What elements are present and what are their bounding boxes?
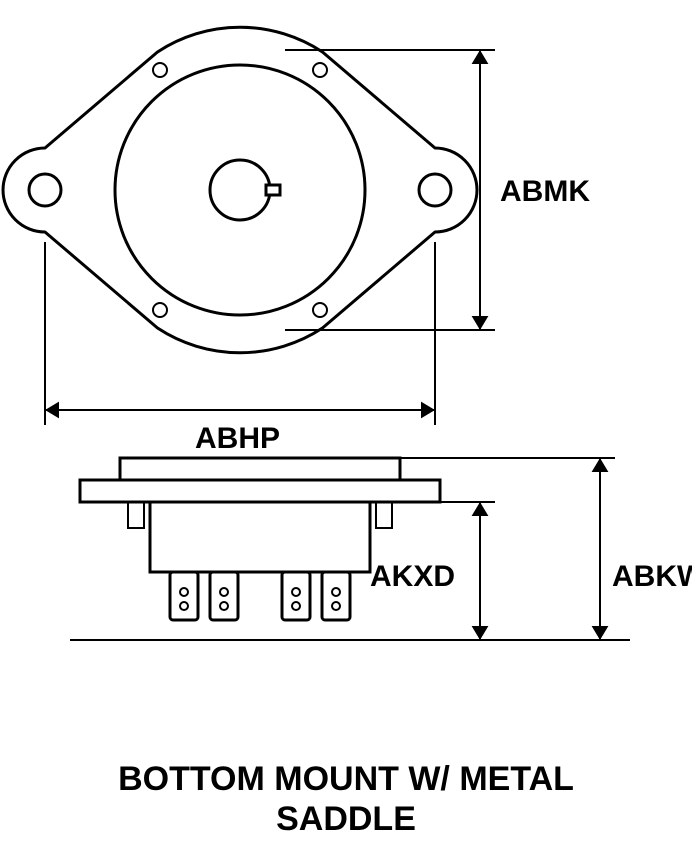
dimension-label-abkw: ABKW	[612, 560, 692, 594]
dimension-label-akxd: AKXD	[370, 560, 455, 594]
dimension-label-abmk: ABMK	[500, 175, 590, 209]
title-line-1: BOTTOM MOUNT W/ METAL	[0, 760, 692, 799]
dimension-label-abhp: ABHP	[195, 422, 280, 456]
diagram-container	[0, 0, 692, 868]
title-line-2: SADDLE	[0, 800, 692, 839]
technical-drawing-svg	[0, 0, 692, 868]
